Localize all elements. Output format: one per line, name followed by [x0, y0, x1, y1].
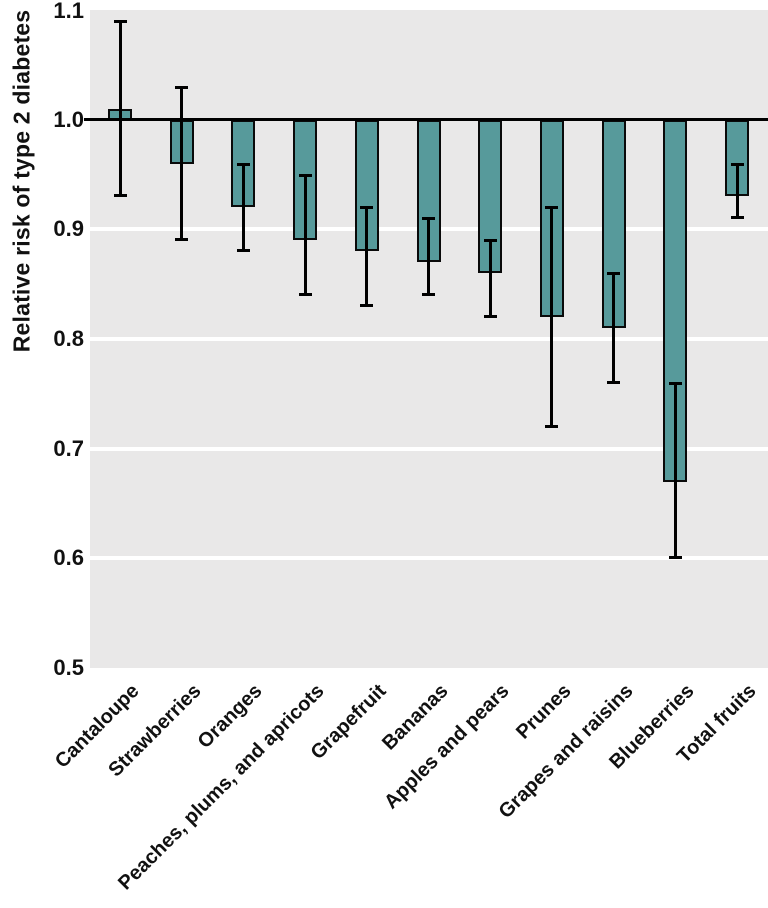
error-bar-grapefruit — [365, 207, 369, 307]
error-cap-top-cantaloupe — [113, 19, 127, 23]
error-cap-bottom-bananas — [422, 293, 435, 297]
error-cap-bottom-peaches-plums-and-apricots — [298, 293, 312, 297]
error-cap-top-oranges — [236, 162, 250, 166]
ytick-0.9: 0.9 — [53, 216, 84, 242]
error-cap-bottom-grapefruit — [360, 304, 374, 308]
error-bar-total-fruits — [735, 163, 739, 219]
error-cap-top-grapefruit — [360, 206, 374, 210]
error-cap-top-total-fruits — [730, 162, 744, 166]
y-axis-title: Relative risk of type 2 diabetes — [8, 9, 35, 353]
gridline-0.8 — [90, 337, 768, 341]
ytick-0.7: 0.7 — [53, 435, 84, 461]
error-cap-bottom-total-fruits — [730, 216, 744, 220]
gridline-0.6 — [90, 556, 768, 561]
error-cap-top-peaches-plums-and-apricots — [298, 173, 312, 177]
error-cap-bottom-apples-and-pears — [483, 315, 497, 319]
error-bar-cantaloupe — [118, 20, 122, 197]
ytick-0.5: 0.5 — [53, 655, 84, 680]
ytick-0.8: 0.8 — [53, 326, 84, 351]
ytick-1.1: 1.1 — [53, 0, 84, 23]
error-cap-top-bananas — [422, 217, 435, 221]
ytick-0.6: 0.6 — [53, 545, 84, 571]
plot-area — [84, 10, 768, 668]
baseline-1-0 — [84, 118, 768, 122]
error-bar-bananas — [427, 218, 430, 296]
error-bar-strawberries — [180, 86, 184, 241]
error-bar-apples-and-pears — [488, 240, 492, 318]
error-bar-grapes-and-raisins — [612, 273, 616, 383]
error-cap-top-grapes-and-raisins — [607, 272, 621, 276]
error-bar-prunes — [550, 207, 554, 427]
error-cap-top-strawberries — [175, 85, 189, 89]
error-bar-oranges — [241, 163, 245, 252]
gridline-0.7 — [90, 446, 768, 451]
error-cap-bottom-oranges — [236, 249, 250, 253]
error-cap-bottom-cantaloupe — [113, 194, 127, 198]
error-cap-bottom-blueberries — [668, 556, 682, 560]
error-cap-top-apples-and-pears — [483, 239, 497, 243]
error-cap-top-blueberries — [668, 381, 682, 385]
error-cap-bottom-grapes-and-raisins — [607, 380, 621, 384]
error-bar-peaches-plums-and-apricots — [303, 174, 307, 296]
error-cap-bottom-strawberries — [175, 238, 189, 242]
ytick-1.0: 1.0 — [53, 106, 84, 132]
error-cap-top-prunes — [545, 206, 559, 210]
error-bar-blueberries — [673, 382, 677, 559]
error-cap-bottom-prunes — [545, 424, 559, 428]
